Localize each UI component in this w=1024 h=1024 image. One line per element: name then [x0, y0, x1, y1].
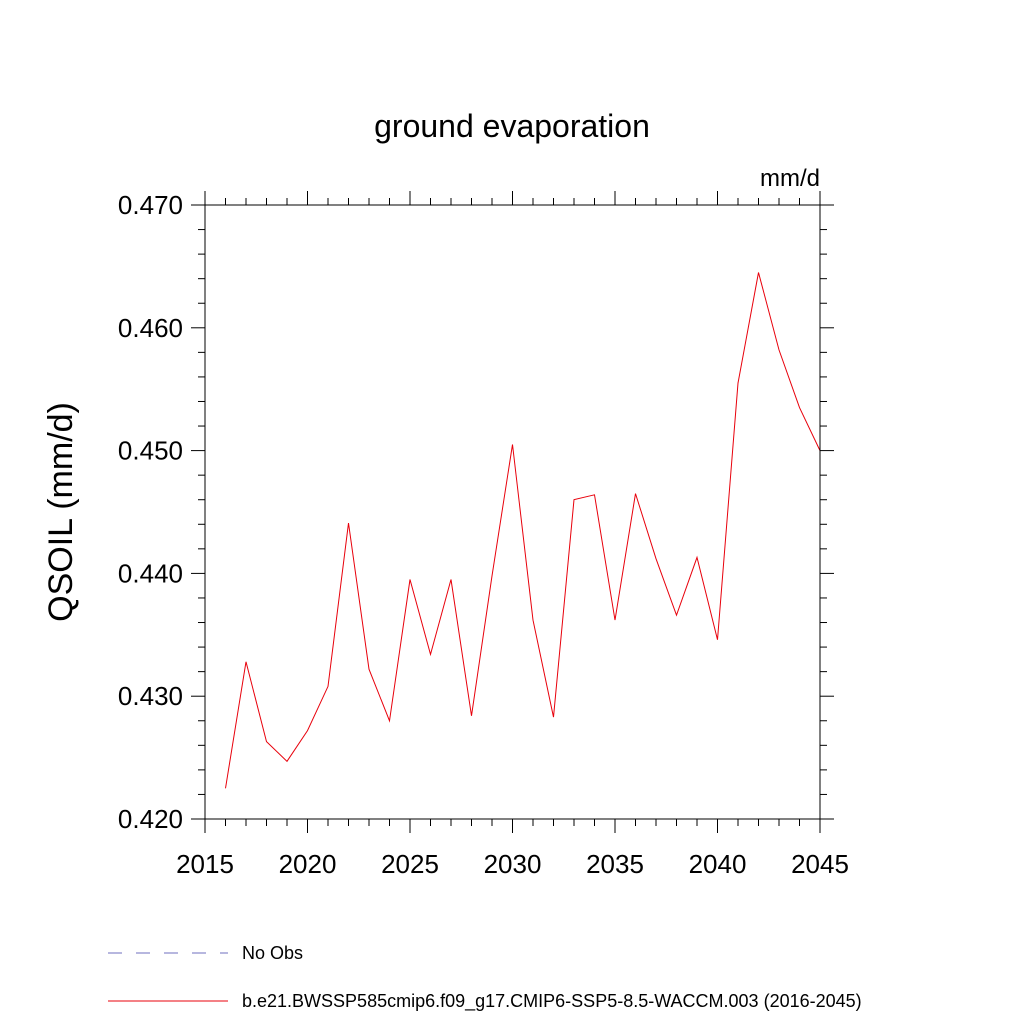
- y-tick-label: 0.460: [118, 313, 183, 343]
- y-axis-label: QSOIL (mm/d): [42, 402, 80, 622]
- y-tick-label: 0.440: [118, 558, 183, 588]
- axis-tick-labels: 2015 2020 2025 2030 2035 2040 2045 0.420 0.430 0.…: [118, 190, 849, 879]
- x-tick-label: 2015: [176, 849, 234, 879]
- x-tick-label: 2025: [381, 849, 439, 879]
- legend: No Obs b.e21.BWSSP585cmip6.f09_g17.CMIP6…: [108, 943, 862, 1012]
- y-tick-label: 0.450: [118, 436, 183, 466]
- chart-title: ground evaporation: [374, 108, 650, 144]
- axis-ticks: [191, 191, 834, 833]
- legend-label-model-run: b.e21.BWSSP585cmip6.f09_g17.CMIP6-SSP5-8…: [242, 991, 862, 1012]
- x-tick-label: 2040: [689, 849, 747, 879]
- x-tick-label: 2030: [484, 849, 542, 879]
- series-line-0: [225, 272, 821, 789]
- x-tick-label: 2020: [279, 849, 337, 879]
- y-tick-label: 0.470: [118, 190, 183, 220]
- x-tick-label: 2035: [586, 849, 644, 879]
- x-tick-label: 2045: [791, 849, 849, 879]
- y-tick-label: 0.420: [118, 804, 183, 834]
- legend-label-no-obs: No Obs: [242, 943, 303, 963]
- units-label: mm/d: [760, 165, 820, 192]
- plot-frame: [204, 204, 821, 820]
- series-layer: [225, 272, 821, 789]
- y-tick-label: 0.430: [118, 681, 183, 711]
